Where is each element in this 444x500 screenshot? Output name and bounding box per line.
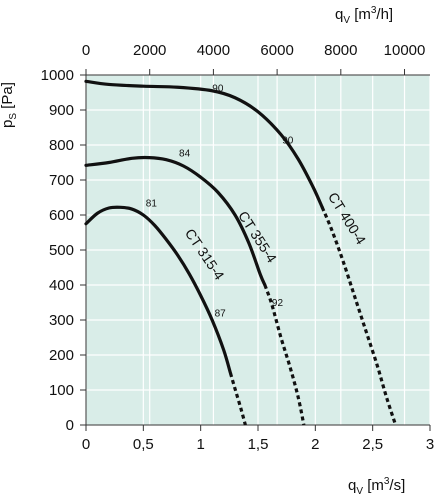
y-tick-label: 900	[49, 102, 74, 119]
bottom-axis-symbol: q	[348, 477, 356, 494]
efficiency-annotation: 90	[212, 83, 224, 94]
x-tick-label: 2,5	[362, 436, 383, 453]
bottom-axis-label: qV [m3/s]	[348, 476, 405, 497]
top-axis-unit-sup: 3	[371, 5, 377, 16]
y-tick-label: 400	[49, 277, 74, 294]
y-tick-label: 1000	[41, 67, 74, 84]
bottom-axis-unit-b: /s]	[389, 477, 405, 494]
top-axis-label: qV [m3/h]	[335, 5, 393, 26]
efficiency-annotation: 84	[179, 149, 191, 160]
curve-dashed-ct-355-4	[263, 284, 306, 426]
y-axis-subscript: S	[8, 113, 19, 120]
y-tick-label: 0	[66, 417, 74, 434]
y-tick-label: 600	[49, 207, 74, 224]
x-tick-label: 3	[426, 436, 434, 453]
curve-solid-ct-315-4	[84, 205, 233, 375]
y-axis-unit: [Pa]	[0, 82, 16, 109]
curve-dashed-ct-400-4	[320, 206, 398, 426]
curve-solid-ct-355-4	[84, 155, 267, 287]
axes	[80, 69, 431, 431]
y-tick-label: 300	[49, 312, 74, 329]
efficiency-annotation: 81	[146, 198, 158, 209]
y-tick-label: 100	[49, 382, 74, 399]
top-axis-unit-b: /h]	[376, 6, 393, 23]
y-tick-label: 800	[49, 137, 74, 154]
bottom-axis-unit-sup: 3	[384, 476, 390, 487]
x-top-tick-label: 10000	[384, 42, 426, 59]
top-axis-unit-a: [m	[354, 6, 371, 23]
curve-solid-ct-400-4	[84, 79, 324, 209]
efficiency-annotation: 87	[215, 309, 227, 320]
x-top-tick-label: 0	[82, 42, 90, 59]
efficiency-annotation: 90	[282, 135, 294, 146]
bottom-axis-unit-a: [m	[367, 477, 384, 494]
y-tick-label: 200	[49, 347, 74, 364]
curves	[84, 79, 398, 426]
x-tick-label: 0,5	[133, 436, 154, 453]
x-top-tick-label: 8000	[324, 42, 357, 59]
x-tick-label: 1,5	[248, 436, 269, 453]
x-tick-label: 0	[82, 436, 90, 453]
y-tick-label: 500	[49, 242, 74, 259]
y-tick-label: 700	[49, 172, 74, 189]
x-top-tick-label: 6000	[260, 42, 293, 59]
curve-dashed-ct-315-4	[228, 372, 247, 426]
x-top-tick-label: 2000	[133, 42, 166, 59]
x-top-tick-label: 4000	[197, 42, 230, 59]
top-axis-symbol: q	[335, 6, 343, 23]
y-axis-label: pS [Pa]	[0, 82, 19, 128]
top-axis-subscript: V	[343, 15, 350, 26]
x-tick-label: 1	[196, 436, 204, 453]
efficiency-annotation: 92	[272, 298, 284, 309]
bottom-axis-subscript: V	[356, 486, 363, 497]
x-tick-label: 2	[311, 436, 319, 453]
y-axis-symbol: p	[0, 120, 16, 128]
